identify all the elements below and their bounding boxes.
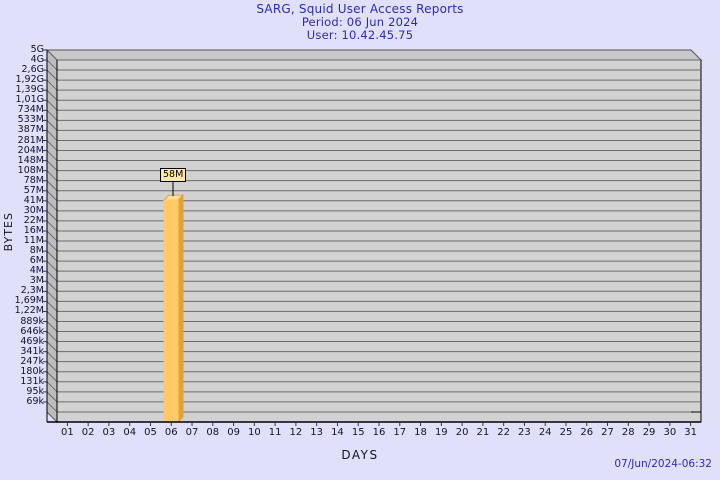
y-axis-tick-label: 1,69M [14, 295, 44, 307]
x-axis-tick-label: 23 [518, 427, 531, 438]
y-axis-tick-label: 148M [17, 154, 44, 166]
y-axis-tick-label: 533M [17, 114, 44, 126]
x-axis-tick-label: 27 [601, 427, 614, 438]
x-axis-tick-label: 30 [663, 427, 677, 438]
y-axis-tick-label: 30M [23, 204, 44, 216]
y-axis-tick-label: 22M [23, 214, 44, 226]
x-axis-tick-label: 09 [227, 427, 240, 438]
x-axis-title: DAYS [341, 448, 379, 462]
x-axis-tick-label: 19 [434, 427, 448, 438]
x-axis-tick-label: 11 [268, 427, 282, 438]
x-axis-tick-label: 10 [247, 427, 261, 438]
bar-value-label: 58M [160, 168, 187, 183]
x-axis-tick-label: 12 [289, 427, 303, 438]
y-axis-tick-label: 469k [20, 335, 44, 347]
y-axis-tick-label: 69k [26, 395, 44, 407]
x-axis-tick-label: 07 [185, 427, 199, 438]
x-axis-tick-label: 05 [144, 427, 157, 438]
x-axis-tick-label: 29 [642, 427, 656, 438]
y-axis-tick-label: 16M [23, 225, 44, 236]
x-axis-tick-label: 28 [621, 427, 635, 438]
y-axis-tick-label: 6M [29, 255, 44, 267]
y-axis-tick-label: 3M [29, 275, 44, 287]
x-axis-tick-label: 20 [455, 427, 469, 438]
x-axis-tick-label: 13 [310, 427, 324, 438]
y-axis-tick-label: 41M [23, 194, 44, 206]
chart-title-block: SARG, Squid User Access Reports Period: … [0, 3, 720, 42]
y-axis-tick-label: 5G [30, 44, 44, 55]
y-axis-tick-label: 646k [20, 325, 44, 337]
y-axis-tick-label: 1,22M [14, 305, 44, 317]
y-axis-tick-label: 8M [29, 245, 44, 257]
y-axis-tick-label: 341k [20, 345, 44, 357]
x-axis-tick-label: 26 [580, 427, 594, 438]
generated-timestamp: 07/Jun/2024-06:32 [614, 458, 712, 470]
y-axis-tick-label: 2,6G [21, 64, 44, 76]
x-axis-tick-label: 14 [331, 427, 344, 438]
x-axis-tick-label: 08 [206, 427, 220, 438]
x-axis-tick-label: 02 [81, 427, 95, 438]
y-axis-tick-label: 889k [20, 315, 44, 327]
y-axis-tick-label: 78M [23, 174, 44, 186]
x-axis-tick-label: 21 [476, 427, 490, 438]
chart-subtitle-period: Period: 06 Jun 2024 [301, 15, 419, 29]
y-axis-tick-label: 204M [17, 144, 44, 156]
y-axis-tick-label: 180k [20, 365, 44, 377]
chart-title: SARG, Squid User Access Reports [256, 2, 464, 16]
x-axis-tick-label: 16 [372, 427, 386, 438]
y-axis-tick-label: 1,92G [15, 74, 44, 86]
x-axis-tick-label: 01 [61, 427, 74, 438]
x-axis-tick-label: 24 [538, 427, 552, 438]
x-axis-tick-label: 15 [351, 427, 365, 438]
y-axis-tick-label: 4G [30, 54, 44, 66]
y-axis-tick-label: 108M [17, 164, 44, 176]
y-axis-tick-label: 4M [29, 265, 44, 277]
x-axis-tick-label: 25 [559, 427, 573, 438]
x-axis-tick-label: 04 [123, 427, 137, 438]
x-axis-tick-label: 03 [102, 427, 116, 438]
y-axis-tick-label: 57M [23, 184, 44, 196]
y-axis-tick-label: 2,3M [20, 285, 44, 297]
y-axis-tick-label: 387M [17, 124, 44, 136]
x-axis-tick-label: 18 [414, 427, 427, 438]
y-axis-tick-label: 1,39G [15, 84, 44, 96]
y-axis-tick-label: 247k [20, 355, 44, 367]
x-axis-tick-label: 31 [684, 427, 697, 438]
y-axis-tick-label: 95k [26, 385, 44, 397]
y-axis-tick-label: 734M [17, 104, 44, 116]
chart-subtitle-user: User: 10.42.45.75 [306, 28, 414, 42]
y-axis-tick-label: 131k [20, 375, 44, 387]
y-axis-tick-label: 281M [17, 134, 44, 146]
x-axis-tick-label: 22 [497, 427, 510, 438]
y-axis-tick-label: 1,01G [15, 94, 44, 106]
y-axis-tick-label: 11M [23, 235, 44, 247]
x-axis-tick-label: 06 [164, 427, 178, 438]
x-axis-tick-label: 17 [393, 427, 407, 438]
